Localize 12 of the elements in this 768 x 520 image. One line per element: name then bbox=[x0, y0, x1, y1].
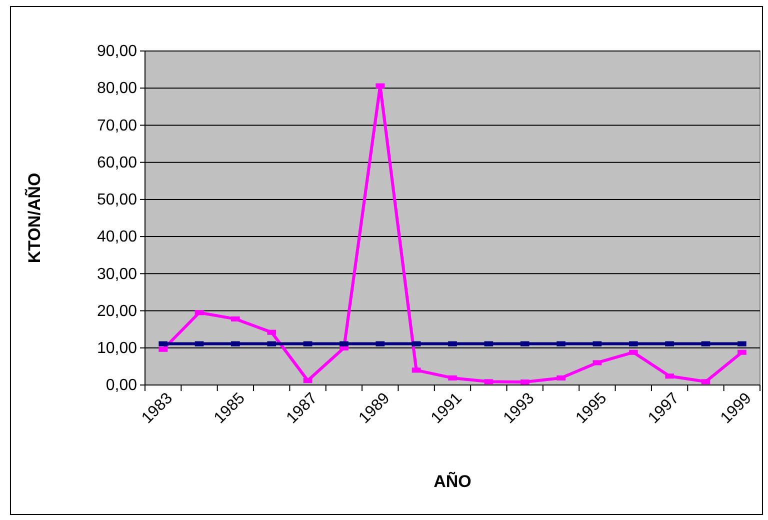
y-tick-label: 0,00 bbox=[106, 377, 138, 394]
y-tick-label: 90,00 bbox=[96, 43, 138, 60]
y-tick-label: 80,00 bbox=[96, 80, 138, 98]
y-tick-label: 40,00 bbox=[96, 228, 138, 246]
x-axis-title: AÑO bbox=[434, 471, 472, 491]
y-tick-label: 70,00 bbox=[96, 117, 138, 134]
y-tick-label: 10,00 bbox=[96, 340, 138, 358]
y-tick-label: 30,00 bbox=[96, 266, 138, 283]
y-axis-title: KTON/AÑO bbox=[24, 172, 44, 264]
y-tick-label: 50,00 bbox=[96, 192, 138, 209]
y-tick-label: 20,00 bbox=[96, 302, 138, 320]
y-tick-label: 60,00 bbox=[96, 154, 138, 172]
